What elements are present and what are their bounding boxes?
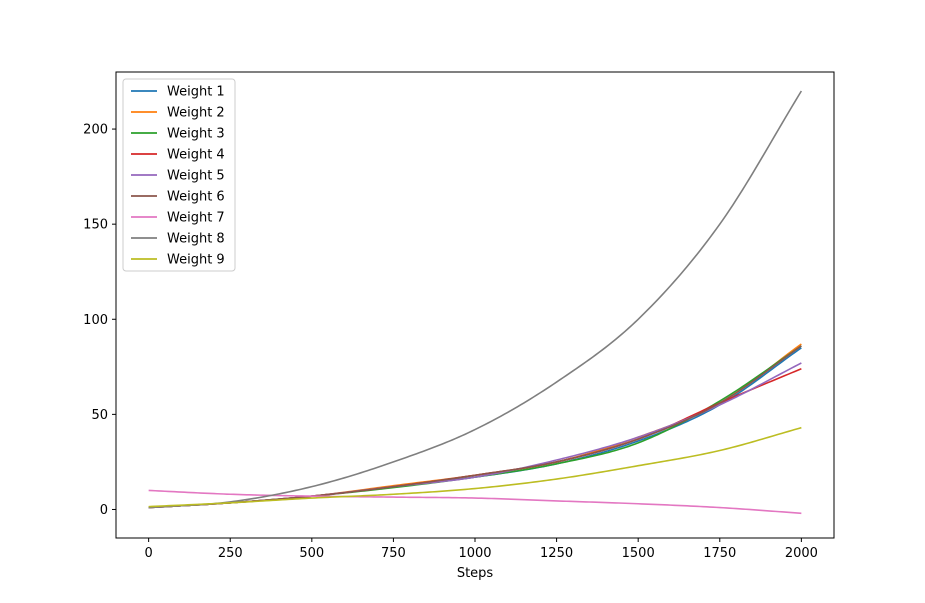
- x-tick-label: 1250: [540, 546, 573, 561]
- legend-label: Weight 4: [167, 148, 225, 163]
- y-axis: 0 50 100 150 200: [83, 123, 116, 518]
- x-axis-label: Steps: [457, 566, 494, 581]
- series-layer: [148, 90, 803, 515]
- legend-label: Weight 2: [167, 106, 225, 121]
- legend-label: Weight 6: [167, 190, 225, 205]
- series-line-7: [148, 489, 802, 515]
- series-line-9: [148, 426, 802, 508]
- legend-label: Weight 7: [167, 211, 225, 226]
- x-tick-label: 500: [299, 546, 324, 561]
- x-tick-label: 0: [144, 546, 152, 561]
- legend-label: Weight 3: [167, 127, 225, 142]
- legend-label: Weight 9: [167, 253, 225, 268]
- series-line-8: [148, 90, 803, 509]
- x-axis: 0 250 500 750 1000 1250 1500 1750 2000: [144, 538, 818, 561]
- x-tick-label: 2000: [785, 546, 818, 561]
- x-tick-label: 1000: [458, 546, 491, 561]
- y-tick-label: 150: [83, 218, 108, 233]
- x-tick-label: 250: [218, 546, 243, 561]
- legend-items: Weight 1 Weight 2 Weight 3 Weight 4 Weight 5…: [131, 85, 225, 268]
- legend: Weight 1 Weight 2 Weight 3 Weight 4 Weight 5…: [122, 78, 236, 272]
- legend-label: Weight 8: [167, 232, 225, 247]
- x-tick-label: 1500: [622, 546, 655, 561]
- y-tick-label: 200: [83, 123, 108, 138]
- x-tick-label: 1750: [703, 546, 736, 561]
- legend-label: Weight 1: [167, 85, 225, 100]
- legend-box: [122, 78, 236, 272]
- y-tick-label: 50: [91, 408, 108, 423]
- y-tick-label: 100: [83, 313, 108, 328]
- legend-label: Weight 5: [167, 169, 225, 184]
- x-tick-label: 750: [381, 546, 406, 561]
- y-tick-label: 0: [100, 503, 108, 518]
